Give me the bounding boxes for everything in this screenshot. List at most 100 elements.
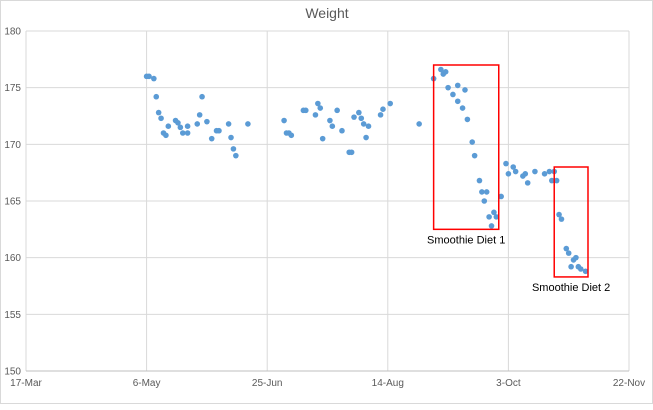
- annotation-label: Smoothie Diet 1: [427, 234, 505, 246]
- data-point: [549, 177, 555, 184]
- data-point: [438, 66, 444, 73]
- data-point: [360, 121, 367, 127]
- data-point: [179, 130, 186, 136]
- data-point: [230, 146, 237, 152]
- data-point: [553, 177, 560, 184]
- data-point: [377, 112, 384, 118]
- data-point: [486, 214, 492, 220]
- data-point: [563, 245, 570, 252]
- data-point: [522, 171, 529, 177]
- data-point: [312, 112, 319, 118]
- data-point: [488, 223, 495, 229]
- data-point: [479, 189, 485, 195]
- y-tick-label: 150: [4, 367, 21, 378]
- data-point: [524, 180, 531, 186]
- data-point: [416, 121, 422, 127]
- data-point: [329, 123, 336, 129]
- annotations: Smoothie Diet 1 Smoothie Diet 2: [427, 64, 610, 294]
- x-tick-label: 22-Nov: [613, 378, 645, 389]
- grid-lines: [25, 30, 630, 371]
- data-point: [512, 168, 519, 175]
- annotation-label: Smoothie Diet 2: [532, 282, 610, 294]
- data-point: [462, 87, 468, 93]
- data-point: [315, 100, 321, 107]
- data-point: [225, 121, 232, 127]
- data-point: [196, 112, 203, 118]
- data-point: [358, 115, 365, 122]
- data-point: [327, 117, 333, 124]
- tick-labels: 150 155 160 165 170 175 180 17-Mar 6-May 25-Jun 14…: [4, 27, 645, 390]
- data-point: [498, 193, 504, 200]
- data-point: [184, 130, 191, 136]
- data-point: [445, 84, 451, 91]
- data-point: [459, 105, 466, 111]
- annotation-box: [553, 166, 589, 278]
- data-point: [469, 139, 476, 145]
- data-point: [204, 118, 210, 125]
- data-point: [380, 106, 386, 112]
- data-point: [464, 116, 471, 123]
- data-point: [471, 152, 478, 159]
- data-point: [476, 177, 483, 184]
- data-point: [363, 134, 369, 141]
- data-point: [233, 152, 239, 159]
- data-point: [483, 189, 490, 195]
- data-point: [194, 121, 201, 127]
- data-point: [334, 107, 340, 114]
- data-point: [505, 171, 512, 177]
- data-point: [532, 168, 538, 175]
- data-point: [568, 263, 574, 270]
- data-point: [387, 100, 394, 107]
- data-point: [558, 216, 565, 222]
- data-point: [177, 124, 184, 131]
- data-point: [208, 135, 215, 142]
- data-point: [155, 109, 162, 116]
- data-point: [319, 135, 326, 142]
- data-points: [143, 66, 589, 275]
- data-point: [288, 132, 295, 139]
- data-point: [163, 132, 169, 139]
- data-point: [510, 164, 517, 170]
- data-point: [175, 120, 181, 126]
- chart-title: Weight: [305, 5, 348, 21]
- data-point: [151, 75, 157, 82]
- y-tick-label: 170: [4, 140, 21, 151]
- data-point: [442, 69, 449, 75]
- data-point: [184, 123, 191, 129]
- y-tick-label: 180: [4, 27, 21, 38]
- data-point: [491, 209, 497, 216]
- data-point: [199, 93, 205, 100]
- data-point: [503, 160, 509, 167]
- y-tick-label: 160: [4, 253, 21, 264]
- data-point: [450, 91, 456, 98]
- data-point: [365, 123, 372, 129]
- data-point: [146, 73, 152, 80]
- x-tick-label: 3-Oct: [496, 378, 521, 389]
- data-point: [541, 171, 548, 177]
- data-point: [351, 114, 357, 120]
- data-point: [454, 98, 461, 105]
- data-point: [228, 134, 234, 141]
- data-point: [546, 168, 553, 175]
- x-tick-label: 14-Aug: [372, 378, 404, 389]
- y-tick-label: 175: [4, 83, 21, 94]
- x-tick-label: 25-Jun: [252, 378, 283, 389]
- data-point: [577, 266, 584, 272]
- data-point: [573, 254, 579, 261]
- data-point: [302, 107, 309, 114]
- data-point: [317, 105, 324, 111]
- data-point: [454, 82, 461, 89]
- x-tick-label: 6-May: [133, 378, 161, 389]
- data-point: [245, 121, 251, 127]
- x-tick-label: 17-Mar: [10, 378, 42, 389]
- data-point: [582, 268, 589, 275]
- data-point: [216, 127, 222, 134]
- data-point: [565, 250, 572, 256]
- data-point: [165, 123, 172, 129]
- data-point: [158, 115, 164, 122]
- data-point: [481, 198, 488, 204]
- annotation-box: [432, 64, 500, 231]
- y-tick-label: 155: [4, 310, 21, 321]
